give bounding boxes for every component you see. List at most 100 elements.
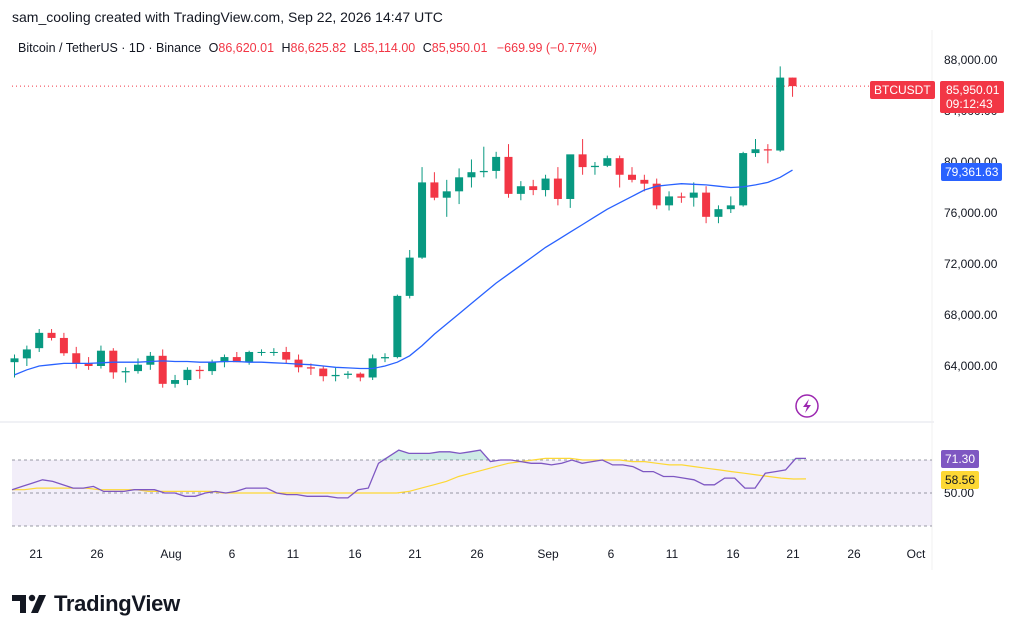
ma-price-tag: 79,361.63 xyxy=(941,163,1003,181)
candle-body xyxy=(590,165,599,168)
candle-body xyxy=(442,191,451,198)
close-value: 85,950.01 xyxy=(431,41,488,55)
tradingview-logo-text: TradingView xyxy=(54,591,180,616)
candle-body xyxy=(183,369,192,381)
candle-body xyxy=(171,380,180,384)
candle-body xyxy=(405,257,414,296)
time-axis-label: 26 xyxy=(847,547,861,561)
time-axis-label: 11 xyxy=(666,547,679,561)
time-axis-label: 21 xyxy=(786,547,800,561)
candle-body xyxy=(35,332,44,349)
time-axis-label: 16 xyxy=(348,547,362,561)
price-axis-label: 68,000.00 xyxy=(944,308,998,322)
time-axis-label: Oct xyxy=(907,547,926,561)
candle-body xyxy=(208,362,217,372)
candle-body xyxy=(282,351,291,360)
candle-body xyxy=(331,374,340,377)
candle-body xyxy=(776,77,785,151)
low-label: L xyxy=(353,41,361,55)
candle-body xyxy=(158,355,167,384)
candle-body xyxy=(529,186,538,191)
candle-body xyxy=(232,357,241,363)
candle-body xyxy=(677,196,686,198)
candle-body xyxy=(628,174,636,180)
candle-body xyxy=(714,209,723,217)
rsi-axis-label: 50.00 xyxy=(944,486,974,500)
candle-body xyxy=(96,350,105,366)
candle-body xyxy=(356,373,365,378)
tradingview-logo-icon xyxy=(12,594,46,613)
candle-body xyxy=(763,149,772,151)
candle-body xyxy=(10,358,19,363)
candle-body xyxy=(245,351,254,363)
candle-body xyxy=(603,158,612,166)
candle-body xyxy=(220,357,229,363)
moving-average-line xyxy=(14,169,793,376)
candle-body xyxy=(615,158,624,175)
candle-body xyxy=(640,179,649,184)
candle-body xyxy=(22,349,31,359)
price-chart[interactable]: 88,000.0084,000.0080,000.0076,000.0072,0… xyxy=(0,30,1024,570)
time-axis-label: Aug xyxy=(160,547,181,561)
symbol-title[interactable]: Bitcoin / TetherUS · 1D · Binance xyxy=(18,41,202,55)
candle-body xyxy=(430,182,439,198)
change-value: −669.99 (−0.77%) xyxy=(496,41,597,55)
candle-body xyxy=(47,332,56,338)
candle-body xyxy=(257,351,266,353)
candle-body xyxy=(467,172,476,178)
rsi-ma-line xyxy=(12,457,807,494)
candle-body xyxy=(504,156,513,194)
rsi-value-tag: 71.30 xyxy=(941,450,980,468)
candle-body xyxy=(726,205,735,210)
candle-body xyxy=(702,192,711,217)
candle-body xyxy=(121,371,130,373)
time-axis-label: 21 xyxy=(29,547,43,561)
price-axis-label: 72,000.00 xyxy=(944,257,998,271)
candle-body xyxy=(665,196,674,206)
candle-body xyxy=(541,178,550,191)
low-value: 85,114.00 xyxy=(360,41,416,55)
time-axis-label: 6 xyxy=(608,547,615,561)
close-label: C xyxy=(422,41,432,55)
time-axis-label: 16 xyxy=(726,547,740,561)
candle-body xyxy=(84,363,93,366)
candle-body xyxy=(739,153,748,206)
countdown-value: 09:12:43 xyxy=(946,97,993,111)
candle-body xyxy=(652,183,661,206)
candle-body xyxy=(146,355,155,365)
candle-body xyxy=(319,368,328,377)
candle-body xyxy=(492,156,501,171)
price-axis-label: 76,000.00 xyxy=(944,206,998,220)
candle-body xyxy=(578,154,587,168)
candle-body xyxy=(689,192,698,198)
candle-body xyxy=(455,177,464,192)
candle-body xyxy=(306,367,315,369)
time-axis-label: 6 xyxy=(229,547,236,561)
candle-body xyxy=(479,170,488,173)
candle-body xyxy=(134,364,142,372)
last-price-tag: 85,950.01 09:12:43 xyxy=(940,81,1005,113)
candle-body xyxy=(393,295,402,358)
time-axis-label: Sep xyxy=(537,547,559,561)
candle-body xyxy=(195,369,204,372)
time-axis-label: 11 xyxy=(287,547,300,561)
rsi-ma-value-tag: 58.56 xyxy=(941,471,980,489)
candle-body xyxy=(553,178,562,199)
time-axis-label: 21 xyxy=(408,547,422,561)
attribution-header: sam_cooling created with TradingView.com… xyxy=(12,9,443,25)
candle-body xyxy=(59,337,68,354)
candle-body xyxy=(109,350,118,373)
high-value: 86,625.82 xyxy=(290,41,347,55)
price-axis-label: 64,000.00 xyxy=(944,359,998,373)
candle-body xyxy=(751,149,760,154)
symbol-legend: Bitcoin / TetherUS · 1D · Binance O86,62… xyxy=(18,41,597,55)
open-label: O xyxy=(208,41,219,55)
lightning-icon[interactable] xyxy=(795,394,819,418)
time-axis-label: 26 xyxy=(90,547,104,561)
candle-body xyxy=(788,77,797,87)
candle-body xyxy=(343,373,352,375)
tradingview-logo[interactable]: TradingView xyxy=(12,591,180,617)
time-axis-label: 26 xyxy=(470,547,484,561)
rsi-line xyxy=(11,449,806,499)
open-value: 86,620.01 xyxy=(218,41,275,55)
